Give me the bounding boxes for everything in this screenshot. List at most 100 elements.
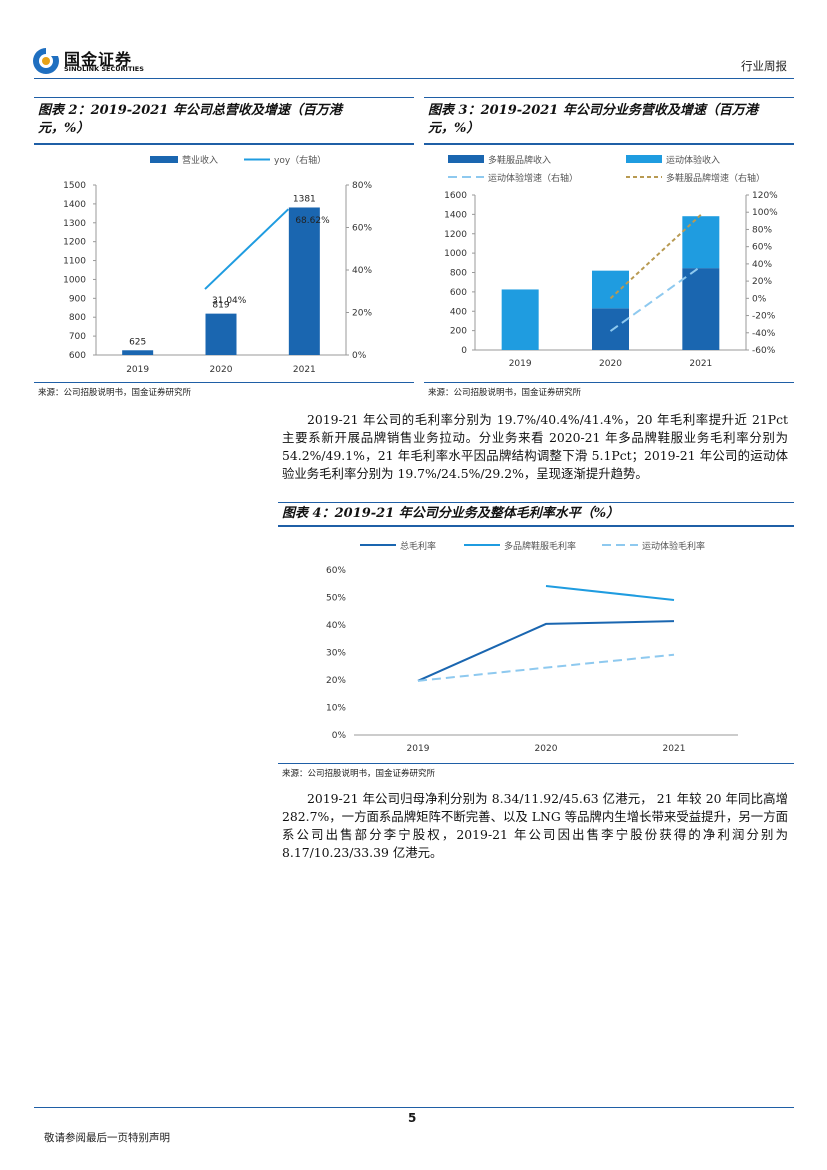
- fig2-title-rule: [34, 143, 414, 145]
- fig3-title: 图表 3：2019-2021 年公司分业务营收及增速（百万港 元，%）: [428, 103, 758, 136]
- y-tick-label: 1400: [444, 210, 467, 220]
- y-tick-label: 600: [450, 288, 467, 298]
- x-tick-label: 2019: [126, 365, 149, 375]
- y2-tick-label: -20%: [752, 312, 776, 322]
- y-tick-label: 1100: [63, 257, 86, 267]
- bar-sports-experience: [592, 270, 629, 309]
- fig2-title: 图表 2：2019-2021 年公司总营收及增速（百万港 元，%）: [38, 103, 342, 136]
- y-tick-label: 40%: [326, 621, 346, 631]
- logo-text-cn: 国金证券: [64, 50, 133, 69]
- y2-tick-label: 80%: [352, 181, 372, 191]
- legend-total-label: 总毛利率: [400, 540, 436, 552]
- x-tick-label: 2019: [407, 744, 430, 754]
- fig3-title-rule: [424, 143, 794, 145]
- y-tick-label: 1500: [63, 181, 86, 191]
- x-tick-label: 2021: [663, 744, 686, 754]
- footer-disclaimer: 敬请参阅最后一页特别声明: [44, 1132, 170, 1144]
- y2-tick-label: 100%: [752, 208, 778, 218]
- company-logo: 国金证券 SINOLINK SECURITIES: [32, 46, 162, 76]
- logo-text-en: SINOLINK SECURITIES: [64, 65, 144, 73]
- fig3-bottom-rule: [424, 382, 794, 383]
- y-tick-label: 60%: [326, 566, 346, 576]
- y2-tick-label: 60%: [352, 224, 372, 234]
- y2-tick-label: 40%: [352, 266, 372, 276]
- legend-label-yoy: yoy（右轴）: [274, 154, 326, 166]
- y2-tick-label: 40%: [752, 260, 772, 270]
- logo-mark-icon: [33, 47, 60, 74]
- fig4-top-rule: [278, 502, 794, 503]
- fig4-title-rule: [278, 525, 794, 527]
- y2-tick-label: 0%: [352, 351, 367, 361]
- y-tick-label: 30%: [326, 649, 346, 659]
- y2-tick-label: 20%: [352, 309, 372, 319]
- bar-sports-experience: [501, 289, 539, 350]
- bar-data-label: 625: [129, 337, 146, 347]
- y-tick-label: 1400: [63, 200, 86, 210]
- y-tick-label: 0: [461, 346, 467, 356]
- legend-label-sports-growth: 运动体验增速（右轴）: [488, 172, 578, 184]
- legend-multibrand-label: 多品牌鞋服毛利率: [504, 540, 576, 552]
- page-number: 5: [408, 1111, 417, 1125]
- legend-swatch-revenue: [150, 156, 178, 163]
- fig3-chart: 0 200 400 600 800 1000 1200 1400 1600 -60% -40% -20…: [444, 154, 778, 369]
- x-tick-label: 2020: [599, 359, 622, 369]
- y-tick-label: 0%: [332, 731, 347, 741]
- fig4-source: 来源：公司招股说明书，国金证券研究所: [282, 769, 436, 779]
- legend-sports-label: 运动体验毛利率: [642, 540, 705, 552]
- bar-data-label: 1381: [293, 194, 316, 204]
- paragraph-net-profit: 2019-21 年公司归母净利分别为 8.34/11.92/45.63 亿港元，…: [282, 791, 788, 860]
- bar-data-label: 819: [212, 301, 229, 311]
- y-tick-label: 400: [450, 307, 467, 317]
- line-sports-growth: [609, 265, 702, 332]
- y-tick-label: 700: [69, 332, 86, 342]
- y2-tick-label: 60%: [752, 243, 772, 253]
- line-multibrand-margin: [545, 584, 675, 601]
- y-tick-label: 1300: [63, 219, 86, 229]
- y-tick-label: 1200: [444, 230, 467, 240]
- header-divider: [34, 78, 794, 79]
- bar-revenue: [205, 313, 237, 355]
- fig4-chart: 0% 10% 20% 30% 40% 50% 60% 2019 2020 2021 总毛利率 多品牌鞋…: [326, 540, 738, 754]
- footer-divider: [34, 1107, 794, 1108]
- fig3-top-rule: [424, 97, 794, 98]
- fig2-top-rule: [34, 97, 414, 98]
- y-tick-label: 1600: [444, 191, 467, 201]
- y-tick-label: 800: [69, 313, 86, 323]
- legend-label-revenue: 营业收入: [182, 154, 218, 166]
- y2-tick-label: 0%: [752, 294, 767, 304]
- line-total-margin: [417, 620, 675, 682]
- y2-tick-label: 80%: [752, 225, 772, 235]
- y2-tick-label: 120%: [752, 191, 778, 201]
- paragraph-gross-margin: 2019-21 年公司的毛利率分别为 19.7%/40.4%/41.4%，20 …: [282, 412, 788, 481]
- bar-revenue: [288, 207, 320, 355]
- y2-tick-label: -40%: [752, 329, 776, 339]
- line-data-label: 31.04%: [212, 296, 247, 306]
- y-tick-label: 10%: [326, 704, 346, 714]
- y-tick-label: 900: [69, 294, 86, 304]
- legend-swatch-multibrand: [448, 155, 484, 163]
- y-tick-label: 200: [450, 327, 467, 337]
- legend-label-sports: 运动体验收入: [666, 154, 720, 166]
- line-yoy: [204, 208, 290, 290]
- fig2-bottom-rule: [34, 382, 414, 383]
- x-tick-label: 2020: [210, 365, 233, 375]
- y-tick-label: 1200: [63, 238, 86, 248]
- y2-tick-label: -60%: [752, 346, 776, 356]
- line-data-label: 68.62%: [295, 216, 330, 226]
- line-sports-margin: [417, 653, 675, 682]
- y-tick-label: 1000: [444, 249, 467, 259]
- x-tick-label: 2021: [689, 359, 712, 369]
- legend-label-multibrand: 多鞋服品牌收入: [488, 154, 551, 166]
- bar-multibrand: [592, 308, 629, 350]
- x-tick-label: 2021: [293, 365, 316, 375]
- fig2-chart: 600 700 800 900 1000 1100 1200 1300 1400 1500 0% 20…: [63, 154, 372, 375]
- bar-revenue: [122, 350, 154, 355]
- fig4-title: 图表 4：2019-21 年公司分业务及整体毛利率水平（%）: [282, 506, 620, 521]
- legend-label-multibrand-growth: 多鞋服品牌增速（右轴）: [666, 172, 765, 184]
- y-tick-label: 1000: [63, 275, 86, 285]
- y-tick-label: 50%: [326, 594, 346, 604]
- y-tick-label: 800: [450, 269, 467, 279]
- y2-tick-label: 20%: [752, 277, 772, 287]
- x-tick-label: 2020: [535, 744, 558, 754]
- fig3-source: 来源：公司招股说明书，国金证券研究所: [428, 388, 582, 398]
